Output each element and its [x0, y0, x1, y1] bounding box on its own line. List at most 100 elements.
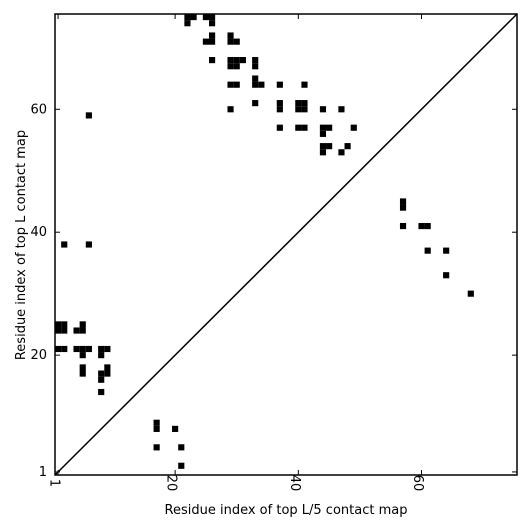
contact-point: [467, 290, 474, 297]
x-tick-label: 40: [287, 475, 302, 492]
contact-point: [98, 376, 105, 383]
contact-point: [104, 345, 111, 353]
contact-point: [98, 388, 105, 396]
y-tick-label: 40: [30, 225, 47, 240]
contact-point: [443, 272, 450, 279]
contact-point: [252, 81, 259, 88]
contact-point: [399, 204, 407, 211]
contact-point: [301, 81, 308, 88]
contact-point: [61, 345, 68, 353]
y-axis-label: Residue index of top L contact map: [14, 130, 29, 360]
contact-point: [202, 14, 209, 21]
contact-point: [73, 327, 80, 334]
contact-point: [61, 321, 68, 328]
contact-point: [104, 364, 111, 371]
x-tick-label: 60: [410, 475, 425, 492]
contact-point: [79, 327, 86, 334]
contact-point: [350, 124, 357, 131]
plot-frame: [54, 13, 518, 476]
contact-point: [79, 352, 86, 359]
contact-point: [233, 81, 240, 88]
contact-point: [178, 444, 185, 451]
contact-point: [338, 106, 345, 113]
contact-point: [399, 222, 407, 230]
contact-point: [55, 327, 62, 334]
contact-point: [209, 38, 216, 45]
y-tick-label: 1: [39, 465, 47, 480]
contact-point: [55, 345, 62, 353]
contact-point: [301, 124, 308, 131]
contact-point: [202, 38, 209, 45]
contact-point: [184, 14, 191, 21]
contact-point: [85, 112, 92, 119]
contact-point: [252, 57, 259, 64]
contact-point: [227, 38, 234, 45]
x-tick-label: 20: [164, 475, 179, 492]
y-tick-label: 20: [30, 348, 47, 363]
contact-point: [233, 57, 240, 64]
contact-point: [276, 81, 283, 88]
contact-point: [209, 20, 216, 27]
contact-point: [258, 81, 265, 88]
contact-point: [55, 321, 62, 328]
contact-point: [178, 462, 185, 469]
contact-point: [153, 425, 160, 432]
contact-point: [227, 32, 234, 39]
contact-point: [98, 370, 105, 377]
contact-point: [98, 345, 105, 353]
contact-point: [227, 81, 234, 88]
contact-point: [319, 130, 327, 137]
contact-point: [227, 106, 234, 113]
x-axis-label: Residue index of top L/5 contact map: [165, 503, 408, 518]
contact-point: [276, 106, 283, 113]
contact-point: [98, 352, 105, 359]
contact-point: [295, 106, 302, 113]
contact-point: [252, 100, 259, 107]
contact-point: [301, 106, 308, 113]
contact-point: [424, 247, 431, 254]
contact-point: [184, 20, 191, 27]
contact-point: [252, 63, 259, 70]
contact-point: [153, 444, 160, 451]
contact-point: [319, 106, 327, 113]
contact-point: [209, 14, 216, 21]
contact-point: [424, 222, 431, 230]
contact-point: [153, 419, 160, 426]
contact-point: [443, 247, 450, 254]
contact-point: [209, 57, 216, 64]
contact-point: [79, 364, 86, 371]
contact-point: [61, 241, 68, 248]
contact-point: [85, 345, 92, 353]
contact-point: [227, 57, 234, 64]
contact-point: [295, 100, 302, 107]
contact-point: [319, 124, 327, 131]
contact-point: [85, 241, 92, 248]
contact-point: [338, 149, 345, 156]
contact-point: [326, 143, 333, 150]
contact-point: [344, 143, 351, 150]
contact-point: [233, 63, 240, 70]
contact-point: [319, 143, 327, 150]
y-tick-label: 60: [30, 102, 47, 117]
contact-point: [227, 63, 234, 70]
contact-point: [276, 124, 283, 131]
contact-point: [73, 345, 80, 353]
contact-point: [79, 370, 86, 377]
contact-point: [209, 32, 216, 39]
contact-point: [295, 124, 302, 131]
contact-point: [79, 321, 86, 328]
contact-point: [319, 149, 327, 156]
contact-point: [276, 100, 283, 107]
contact-point: [326, 124, 333, 131]
contact-point: [239, 57, 246, 64]
contact-point: [172, 425, 179, 432]
contact-point: [61, 327, 68, 334]
contact-point: [418, 222, 425, 230]
contact-point: [399, 198, 407, 205]
contact-point: [233, 38, 240, 45]
contact-point: [79, 345, 86, 353]
contact-point: [104, 370, 111, 377]
x-tick-label: 1: [47, 479, 62, 487]
